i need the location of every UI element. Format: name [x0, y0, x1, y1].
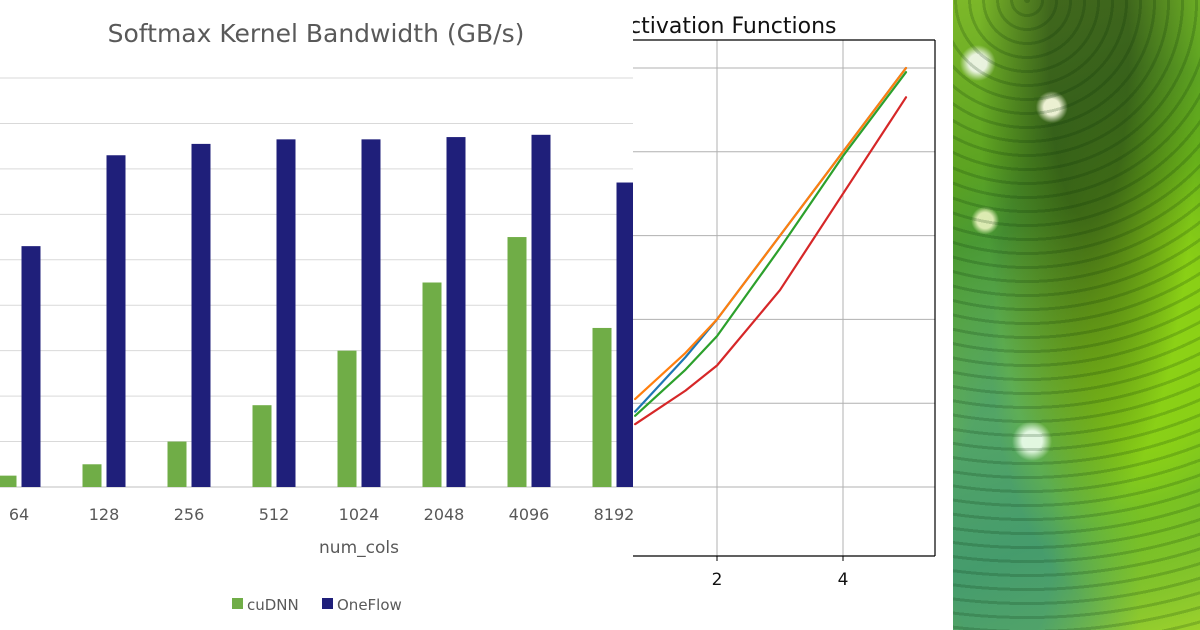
- line-x-tick-label: 2: [712, 570, 723, 590]
- legend-label-cudnn: cuDNN: [247, 596, 299, 614]
- bar-chart-panel: Softmax Kernel Bandwidth (GB/s) 64 128 256…: [0, 19, 633, 614]
- line-series-1: [633, 66, 908, 401]
- bar-cudnn-64: [0, 475, 17, 487]
- legend-swatch-cudnn: [232, 598, 243, 609]
- bar-cudnn-8192: [592, 327, 612, 487]
- bar-cudnn-1024: [337, 350, 357, 487]
- bar-x-tick-label: 128: [89, 505, 120, 524]
- bar-chart-x-ticks: 64 128 256 512 1024 2048 4096 8192: [9, 505, 633, 524]
- line-chart-title: ctivation Functions: [633, 14, 837, 39]
- bar-cudnn-512: [252, 405, 272, 487]
- bar-x-tick-label: 64: [9, 505, 29, 524]
- line-chart-gridlines: [633, 40, 935, 556]
- line-chart-frame: [633, 39, 936, 557]
- bar-oneflow-8192: [616, 182, 633, 487]
- line-series-3: [633, 96, 908, 426]
- bar-x-tick-label: 256: [174, 505, 205, 524]
- line-series-0: [633, 66, 908, 413]
- legend-label-oneflow: OneFlow: [337, 596, 402, 614]
- bar-oneflow-128: [106, 155, 126, 487]
- bar-x-tick-label: 2048: [424, 505, 465, 524]
- bar-oneflow-256: [191, 143, 211, 487]
- bar-chart-gridlines: [0, 77, 633, 488]
- bar-x-tick-label: 512: [259, 505, 290, 524]
- bar-chart-title: Softmax Kernel Bandwidth (GB/s): [108, 19, 525, 48]
- bar-cudnn-128: [82, 464, 102, 487]
- line-chart-series: [633, 66, 908, 426]
- line-x-tick-label: 4: [838, 570, 849, 590]
- scales-texture: [953, 0, 1200, 630]
- bar-x-tick-label: 4096: [509, 505, 550, 524]
- bar-chart: Softmax Kernel Bandwidth (GB/s) 64 128 256…: [0, 19, 633, 614]
- bar-chart-legend: cuDNN OneFlow: [232, 596, 402, 614]
- bar-x-tick-label: 8192: [594, 505, 633, 524]
- bar-chart-x-axis-label: num_cols: [319, 538, 399, 558]
- green-scales-photo: [953, 0, 1200, 630]
- legend-swatch-oneflow: [322, 598, 333, 609]
- line-series-2: [633, 71, 908, 417]
- bar-cudnn-256: [167, 441, 187, 487]
- bar-oneflow-4096: [531, 134, 551, 488]
- bar-oneflow-64: [21, 246, 41, 487]
- bar-x-tick-label: 1024: [339, 505, 380, 524]
- bar-cudnn-4096: [507, 237, 527, 487]
- bar-oneflow-2048: [446, 137, 466, 488]
- bar-oneflow-512: [276, 139, 296, 487]
- bar-cudnn-2048: [422, 282, 442, 487]
- bar-oneflow-1024: [361, 139, 381, 487]
- bar-chart-bars: [0, 134, 633, 488]
